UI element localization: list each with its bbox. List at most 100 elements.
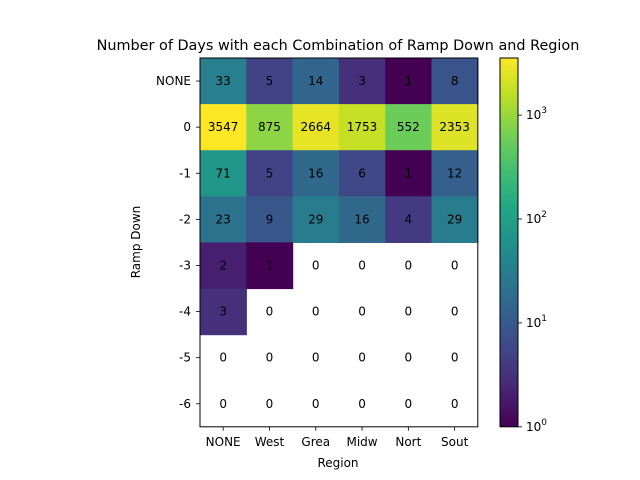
x-tick-label: NONE <box>206 435 241 449</box>
heatmap-cell <box>292 150 340 197</box>
cell-value-label: 0 <box>219 351 227 365</box>
x-axis-label: Region <box>317 456 358 470</box>
cell-value-label: 0 <box>219 397 227 411</box>
heatmap-cell <box>200 242 247 290</box>
cell-value-label: 2664 <box>300 120 331 134</box>
cell-value-label: 0 <box>266 397 274 411</box>
heatmap-cell <box>385 58 433 105</box>
heatmap-cell <box>385 196 433 243</box>
cell-value-label: 0 <box>312 258 320 272</box>
y-tick-label: -1 <box>179 166 191 180</box>
cell-value-label: 1 <box>266 258 274 272</box>
heatmap-cell <box>385 104 433 151</box>
x-axis-ticks: NONE West Grea Midw Nort Sout <box>206 426 469 449</box>
cell-value-label: 5 <box>266 166 274 180</box>
heatmap-cell <box>338 104 386 151</box>
cell-value-label: 3547 <box>208 120 239 134</box>
heatmap-cell <box>292 104 340 151</box>
cell-value-label: 6 <box>358 166 366 180</box>
heatmap-cell <box>246 58 294 105</box>
x-tick-label: Midw <box>346 435 377 449</box>
cell-value-label: 3 <box>219 305 227 319</box>
cell-value-label: 9 <box>266 212 274 226</box>
cell-value-label: 2 <box>219 258 227 272</box>
heatmap-cell <box>200 104 247 151</box>
colorbar-tick-label: 103 <box>526 106 547 122</box>
colorbar-tick-label: 101 <box>526 314 547 330</box>
x-tick-label: West <box>255 435 285 449</box>
y-axis-label: Ramp Down <box>129 206 143 279</box>
cell-value-label: 12 <box>447 166 462 180</box>
cell-value-label: 0 <box>358 258 366 272</box>
cell-value-label: 1 <box>405 74 413 88</box>
y-axis-ticks: NONE 0 -1 -2 -3 -4 -5 -6 <box>156 74 200 411</box>
cell-value-label: 29 <box>447 212 462 226</box>
cell-value-label: 0 <box>358 397 366 411</box>
y-tick-label: NONE <box>156 74 191 88</box>
heatmap-cell <box>200 288 247 336</box>
y-tick-label: -5 <box>179 351 191 365</box>
cell-value-label: 23 <box>216 212 231 226</box>
y-tick-label: 0 <box>183 120 191 134</box>
heatmap-cell <box>200 58 247 105</box>
colorbar-tick-label: 102 <box>526 210 547 226</box>
cell-value-label: 0 <box>451 305 459 319</box>
cell-value-label: 552 <box>397 120 420 134</box>
heatmap-cell <box>292 196 340 243</box>
colorbar-ticks: 100 101 102 103 <box>518 106 547 434</box>
y-tick-label: -6 <box>179 397 191 411</box>
heatmap-cell <box>431 104 479 151</box>
cell-value-label: 5 <box>266 74 274 88</box>
heatmap-cell <box>200 150 247 197</box>
cell-value-label: 0 <box>405 305 413 319</box>
cell-value-label: 16 <box>354 212 369 226</box>
y-tick-label: -3 <box>179 258 191 272</box>
heatmap-cell <box>338 58 386 105</box>
x-tick-label: Grea <box>301 435 330 449</box>
cell-value-label: 0 <box>312 351 320 365</box>
cell-value-label: 3 <box>358 74 366 88</box>
cell-value-label: 0 <box>405 397 413 411</box>
x-tick-label: Sout <box>441 435 469 449</box>
cell-value-label: 2353 <box>439 120 470 134</box>
cell-value-label: 0 <box>451 351 459 365</box>
cell-value-label: 0 <box>451 258 459 272</box>
cell-value-label: 0 <box>405 258 413 272</box>
cell-value-label: 71 <box>216 166 231 180</box>
y-tick-label: -2 <box>179 212 191 226</box>
cell-value-label: 33 <box>216 74 231 88</box>
plot-frame <box>199 57 479 428</box>
cell-value-label: 0 <box>266 351 274 365</box>
y-tick-label: -4 <box>179 305 191 319</box>
colorbar <box>499 57 519 428</box>
cell-value-label: 0 <box>358 351 366 365</box>
cell-value-label: 0 <box>358 305 366 319</box>
cell-value-label: 8 <box>451 74 459 88</box>
chart-title: Number of Days with each Combination of … <box>97 38 580 54</box>
cell-value-label: 0 <box>266 305 274 319</box>
heatmap-cell <box>338 196 386 243</box>
x-tick-label: Nort <box>395 435 421 449</box>
heatmap-cells <box>200 58 479 336</box>
heatmap-cell <box>431 196 479 243</box>
heatmap-cell <box>338 150 386 197</box>
cell-value-label: 1 <box>405 166 413 180</box>
heatmap-cell <box>246 150 294 197</box>
heatmap-cell <box>431 150 479 197</box>
heatmap-cell <box>246 242 294 290</box>
heatmap-cell <box>200 196 247 243</box>
cell-value-label: 0 <box>312 397 320 411</box>
cell-value-label: 29 <box>308 212 323 226</box>
cell-value-label: 1753 <box>347 120 378 134</box>
cell-value-label: 0 <box>312 305 320 319</box>
heatmap-cell <box>431 58 479 105</box>
heatmap-cell <box>385 150 433 197</box>
heatmap-cell <box>292 58 340 105</box>
cell-value-label: 4 <box>405 212 413 226</box>
heatmap-cell <box>246 196 294 243</box>
cell-value-label: 14 <box>308 74 323 88</box>
cell-value-label: 875 <box>258 120 281 134</box>
cell-value-label: 0 <box>451 397 459 411</box>
